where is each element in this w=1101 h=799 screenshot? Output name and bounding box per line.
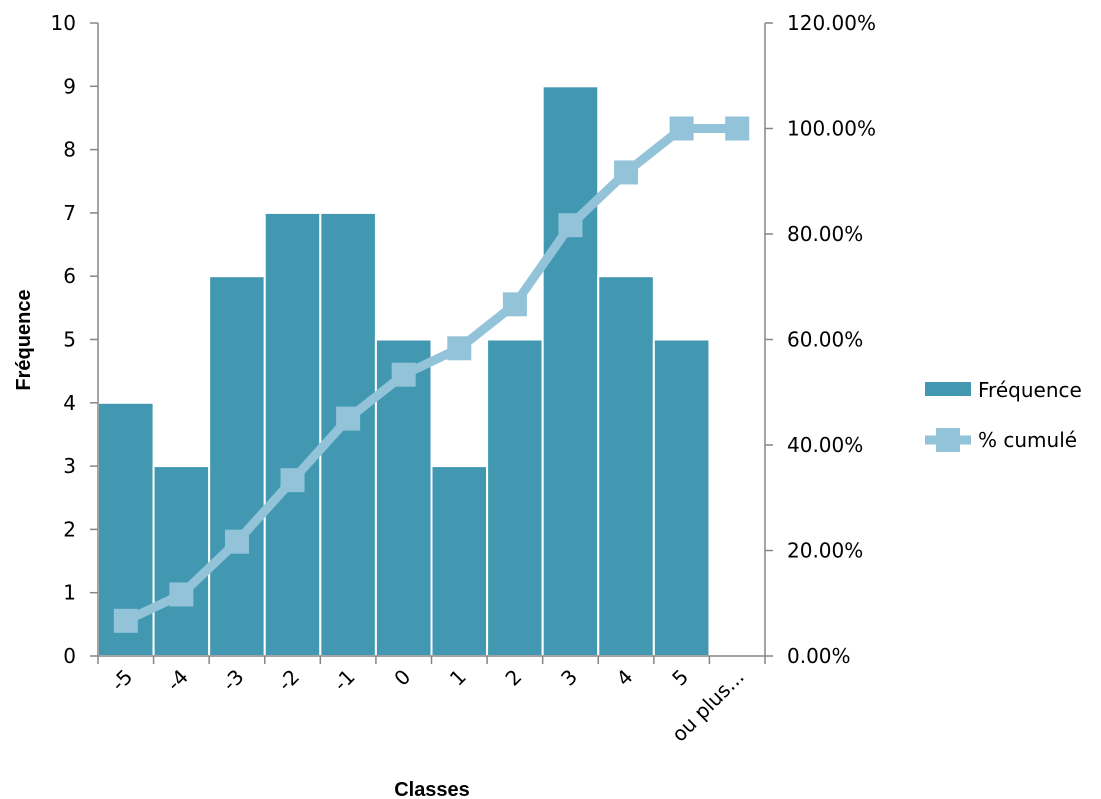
x-tick-label: 2: [500, 665, 526, 691]
y-tick-label: 5: [63, 328, 76, 352]
x-tick-label: 3: [556, 665, 582, 691]
y-tick-label: 4: [63, 391, 76, 415]
y-tick-label: 8: [63, 138, 76, 162]
x-tick-label: 4: [612, 665, 638, 691]
cumulative-point: [725, 116, 750, 141]
cumulative-point: [391, 362, 416, 387]
cumulative-point: [169, 582, 194, 607]
x-tick-label: -4: [162, 665, 193, 696]
tick-labels-group: 0123456789100.00%20.00%40.00%60.00%80.00…: [51, 11, 876, 746]
y-tick-label: 1: [63, 581, 76, 605]
y-axis-title: Fréquence: [13, 289, 35, 390]
x-tick-label: -3: [217, 665, 248, 696]
line-series-group: [113, 116, 750, 633]
x-tick-label: -1: [329, 665, 360, 696]
y2-tick-label: 60.00%: [787, 328, 863, 352]
x-tick-label: 0: [389, 665, 415, 691]
bar: [430, 465, 489, 657]
cumulative-point: [113, 608, 138, 633]
y-tick-label: 0: [63, 644, 76, 668]
bar: [597, 275, 655, 657]
cumulative-point: [669, 116, 694, 141]
x-tick-label: -5: [106, 665, 137, 696]
x-tick-label: 1: [445, 665, 471, 691]
y-tick-label: 10: [51, 11, 76, 35]
cumulative-point: [336, 406, 361, 431]
bar: [208, 275, 266, 657]
bar-series-group: [97, 85, 711, 658]
y-tick-label: 9: [63, 74, 76, 98]
cumulative-point: [558, 213, 583, 238]
y2-tick-label: 100.00%: [787, 117, 876, 141]
cumulative-point: [224, 529, 249, 554]
axes-group: [90, 22, 773, 664]
y2-tick-label: 20.00%: [787, 539, 863, 563]
bar: [263, 211, 322, 657]
y2-tick-label: 40.00%: [787, 433, 863, 457]
y2-tick-label: 0.00%: [787, 644, 851, 668]
y-tick-label: 3: [63, 454, 76, 478]
legend-label-bar: Fréquence: [978, 378, 1082, 402]
bar: [152, 465, 211, 657]
y2-tick-label: 80.00%: [787, 222, 863, 246]
legend: Fréquence % cumulé: [925, 378, 1082, 452]
cumulative-point: [280, 468, 305, 493]
legend-swatch-marker: [936, 428, 960, 452]
bar: [486, 338, 544, 657]
cumulative-point: [502, 292, 527, 317]
y-tick-label: 2: [63, 517, 76, 541]
bar: [652, 338, 711, 657]
x-tick-label: -2: [273, 665, 304, 696]
legend-label-line: % cumulé: [978, 428, 1077, 452]
y2-tick-label: 120.00%: [787, 11, 876, 35]
bar: [541, 85, 600, 658]
legend-swatch-bar: [925, 382, 971, 396]
x-tick-label: 5: [667, 665, 693, 691]
y-tick-label: 6: [63, 264, 76, 288]
cumulative-point: [447, 336, 472, 361]
x-axis-title: Classes: [394, 779, 470, 799]
cumulative-point: [614, 160, 639, 185]
y-tick-label: 7: [63, 201, 76, 225]
